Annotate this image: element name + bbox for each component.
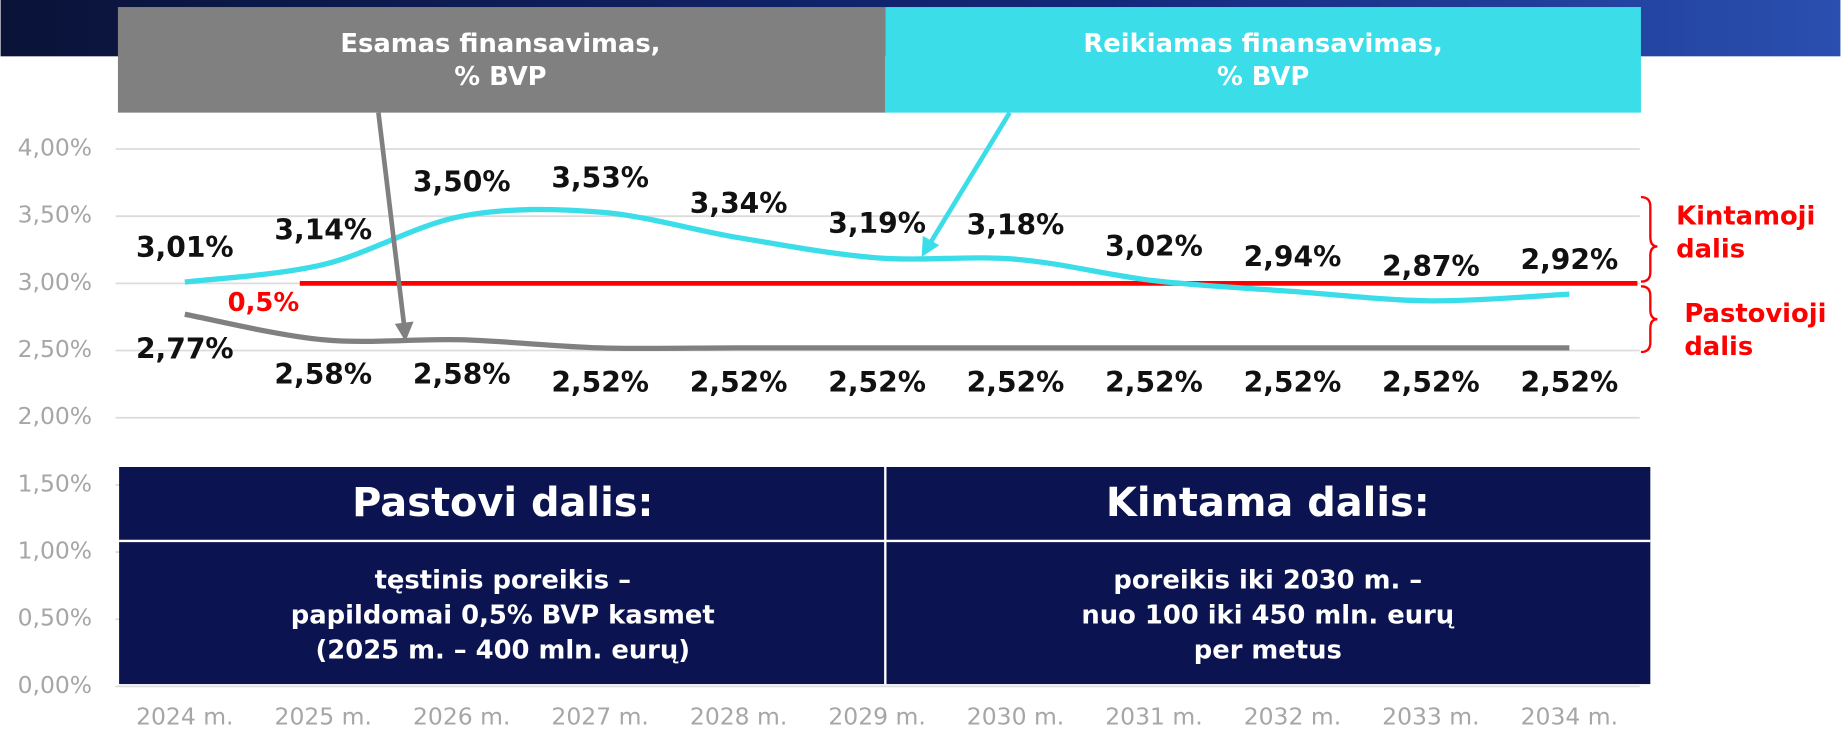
data-label: 2,52% <box>1382 366 1480 399</box>
table-header: Kintama dalis: <box>1106 480 1430 526</box>
y-tick-label: 3,50% <box>18 201 93 229</box>
data-label: 3,02% <box>1105 230 1203 263</box>
bracket-label: Kintamoji <box>1676 202 1815 232</box>
data-label: 2,52% <box>1521 366 1619 399</box>
data-label: 2,52% <box>1105 366 1203 399</box>
legend-label: % BVP <box>1217 62 1309 92</box>
data-label: 3,34% <box>690 187 788 220</box>
y-tick-label: 4,00% <box>18 134 93 162</box>
data-label: 2,58% <box>274 358 372 391</box>
x-tick-label: 2033 m. <box>1382 703 1479 731</box>
y-tick-label: 0,50% <box>18 604 93 632</box>
series-line <box>184 206 1570 304</box>
bracket-label: Pastovioji <box>1684 299 1826 329</box>
y-tick-label: 2,50% <box>18 335 93 363</box>
data-label: 2,52% <box>1244 366 1342 399</box>
data-label: 2,87% <box>1382 250 1480 283</box>
x-tick-label: 2027 m. <box>551 703 648 731</box>
arrow <box>929 111 1012 243</box>
table-text: nuo 100 iki 450 mln. eurų <box>1081 601 1454 631</box>
data-label: 3,50% <box>413 165 511 198</box>
arrow <box>376 112 407 327</box>
data-label: 2,92% <box>1521 243 1619 276</box>
y-tick-label: 1,50% <box>18 469 93 497</box>
y-tick-label: 2,00% <box>18 402 93 430</box>
data-label: 2,52% <box>967 366 1065 399</box>
table-text: poreikis iki 2030 m. – <box>1113 565 1422 595</box>
bracket-label: dalis <box>1676 234 1745 264</box>
x-tick-label: 2024 m. <box>136 703 233 731</box>
legend-label: % BVP <box>454 62 546 92</box>
data-label: 3,14% <box>274 214 372 247</box>
arrow-head <box>921 235 940 257</box>
data-label: 2,58% <box>413 358 511 391</box>
data-label: 2,77% <box>136 333 234 366</box>
y-tick-label: 3,00% <box>18 268 93 296</box>
legend-label: Esamas finansavimas, <box>340 29 660 59</box>
x-tick-label: 2025 m. <box>275 703 372 731</box>
x-tick-label: 2031 m. <box>1105 703 1202 731</box>
reference-label: 0,5% <box>228 288 300 318</box>
table-text: per metus <box>1194 636 1342 666</box>
data-label: 3,01% <box>136 231 234 264</box>
x-tick-label: 2032 m. <box>1244 703 1341 731</box>
y-tick-label: 0,00% <box>18 671 93 699</box>
data-label: 2,52% <box>690 366 788 399</box>
x-tick-label: 2030 m. <box>967 703 1064 731</box>
table-text: tęstinis poreikis – <box>375 565 631 595</box>
legend-box <box>117 7 886 113</box>
arrow-head <box>394 321 414 342</box>
x-tick-label: 2034 m. <box>1521 703 1618 731</box>
table-text: (2025 m. – 400 mln. eurų) <box>316 636 691 666</box>
series-line <box>184 311 1570 352</box>
data-label: 3,18% <box>967 208 1065 241</box>
bracket <box>1640 195 1658 283</box>
data-label: 3,19% <box>828 207 926 240</box>
data-label: 2,94% <box>1244 241 1342 274</box>
table-header: Pastovi dalis: <box>352 480 653 526</box>
y-tick-label: 1,00% <box>18 537 93 565</box>
legend-box <box>885 7 1641 113</box>
data-label: 3,53% <box>551 161 649 194</box>
table-text: papildomai 0,5% BVP kasmet <box>291 601 715 631</box>
data-label: 2,52% <box>551 366 649 399</box>
x-tick-label: 2029 m. <box>828 703 925 731</box>
x-tick-label: 2028 m. <box>690 703 787 731</box>
x-tick-label: 2026 m. <box>413 703 510 731</box>
data-label: 2,52% <box>828 366 926 399</box>
legend-label: Reikiamas finansavimas, <box>1083 29 1442 59</box>
bracket-label: dalis <box>1684 332 1753 362</box>
bracket <box>1640 285 1658 354</box>
